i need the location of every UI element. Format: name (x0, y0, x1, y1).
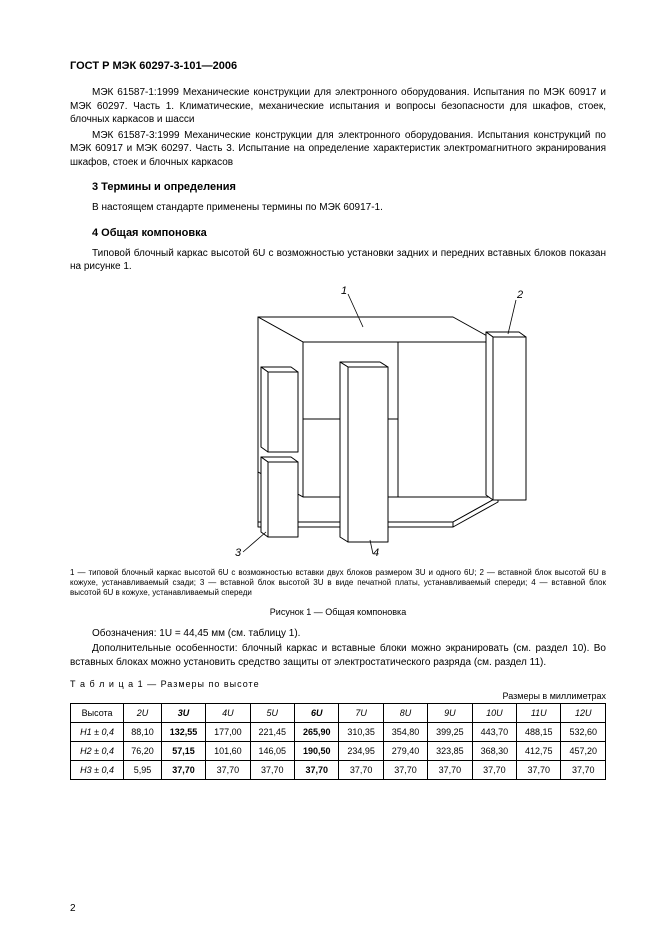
table-row: H3 ± 0,45,9537,7037,7037,7037,7037,7037,… (71, 761, 606, 780)
figure-1-legend: 1 — типовой блочный каркас высотой 6U с … (70, 568, 606, 599)
intro-p2: МЭК 61587-3:1999 Механические конструкци… (70, 129, 606, 170)
table-1: Высота 2U 3U 4U 5U 6U 7U 8U 9U 10U 11U 1… (70, 703, 606, 780)
document-header: ГОСТ Р МЭК 60297-3-101—2006 (70, 60, 606, 72)
figure-1: 1 2 3 4 (70, 282, 606, 562)
table-1-label: Т а б л и ц а 1 — Размеры по высоте (70, 679, 606, 689)
table-row: H1 ± 0,488,10132,55177,00221,45265,90310… (71, 723, 606, 742)
page-number: 2 (70, 903, 76, 914)
callout-2: 2 (516, 289, 523, 301)
table-row: H2 ± 0,476,2057,15101,60146,05190,50234,… (71, 742, 606, 761)
post-fig-p2: Дополнительные особенности: блочный карк… (70, 642, 606, 669)
section-4-heading: 4 Общая компоновка (70, 227, 606, 239)
post-fig-p1: Обозначения: 1U = 44,45 мм (см. таблицу … (70, 627, 606, 641)
section-3-heading: 3 Термины и определения (70, 181, 606, 193)
table-1-units: Размеры в миллиметрах (70, 691, 606, 701)
callout-3: 3 (235, 547, 242, 557)
section-3-body: В настоящем стандарте применены термины … (70, 201, 606, 215)
subrack-diagram-svg: 1 2 3 4 (148, 282, 528, 557)
table-body: H1 ± 0,488,10132,55177,00221,45265,90310… (71, 723, 606, 780)
intro-p1: МЭК 61587-1:1999 Механические конструкци… (70, 86, 606, 127)
callout-4: 4 (373, 547, 379, 557)
callout-1: 1 (341, 285, 347, 297)
figure-1-title: Рисунок 1 — Общая компоновка (70, 607, 606, 617)
table-head-row: Высота 2U 3U 4U 5U 6U 7U 8U 9U 10U 11U 1… (71, 704, 606, 723)
section-4-body: Типовой блочный каркас высотой 6U с возм… (70, 247, 606, 274)
